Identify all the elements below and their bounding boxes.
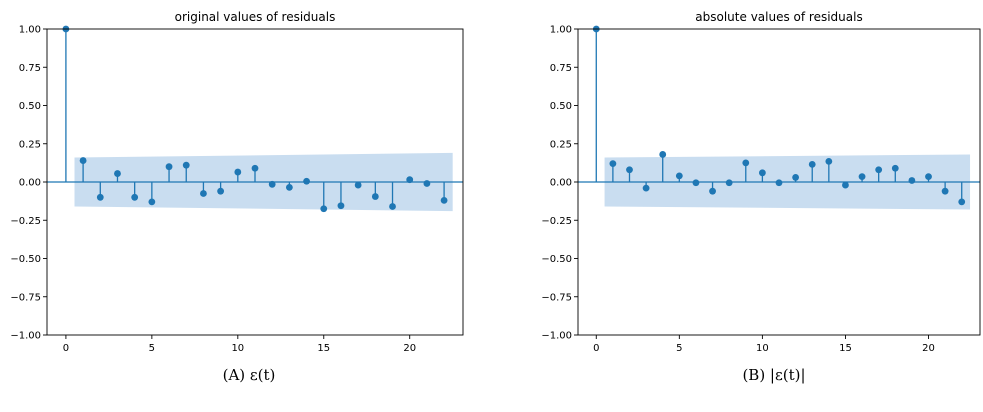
data-point [792,174,800,181]
y-tick-label: −0.25 [10,216,41,227]
y-tick-label: 0.25 [19,139,41,150]
data-point [303,177,310,185]
data-point [758,169,766,177]
x-tick-label: 15 [839,343,852,354]
y-tick-label: 0.00 [19,178,41,189]
y-tick-label: 0.75 [550,63,572,74]
data-point [808,161,816,168]
chart-title: absolute values of residuals [695,10,862,24]
data-point [406,176,414,184]
data-point [875,166,883,174]
data-point [217,187,225,195]
data-point [79,157,87,164]
y-tick-label: −1.00 [10,331,41,342]
data-point [268,180,276,188]
y-tick-label: 1.00 [550,25,572,36]
data-point [354,181,362,189]
y-tick-label: −0.75 [10,292,41,303]
data-point [234,168,242,176]
data-point [958,198,966,206]
data-point [642,184,650,192]
data-point [200,190,207,197]
x-tick-label: 15 [317,343,330,354]
y-tick-label: 0.00 [550,178,572,189]
data-point [131,193,139,201]
chart-panel-1: 0 5 10 15 20 −1.00 −0.75 −0.50 −0.25 0.00 0.25 0.50… [10,10,464,384]
data-point [659,151,667,158]
data-point [251,164,259,172]
data-point [423,180,431,187]
data-point [96,193,104,201]
chart-panel-2: 0 5 10 15 20 −1.00 −0.75 −0.50 −0.25 0.00 0.25 0.50… [541,10,981,384]
data-point [440,196,448,204]
y-tick-label: −0.50 [10,254,41,265]
x-tick-label: 20 [922,343,935,354]
data-point [825,157,833,165]
y-tick-label: 0.75 [19,63,41,74]
x-tick-label: 10 [231,343,244,354]
data-point [114,170,121,177]
data-point [692,179,700,187]
data-point [165,163,173,171]
y-tick-label: 0.25 [550,139,572,150]
data-point [858,173,866,181]
data-point [320,205,328,213]
x-tick-label: 20 [403,343,416,354]
data-point [941,187,949,195]
y-tick-label: 0.50 [550,101,572,112]
y-tick-label: −0.75 [541,292,572,303]
data-point [742,159,750,167]
data-point [389,203,396,210]
data-point [709,187,716,195]
y-tick-label: 0.50 [19,101,41,112]
figure-caption: (A) ε(t) [223,366,276,384]
data-point [925,173,932,181]
data-point [891,164,899,172]
data-point [775,179,783,187]
data-point [337,202,345,210]
data-point [285,183,293,191]
x-tick-label: 0 [63,343,69,354]
data-point [148,198,156,206]
y-tick-label: 1.00 [19,25,41,36]
data-point [908,177,916,184]
data-point [725,179,733,187]
x-tick-label: 5 [149,343,155,354]
data-point [182,161,190,169]
figure-caption: (B) |ε(t)| [742,366,805,384]
x-tick-label: 10 [756,343,769,354]
chart-title: original values of residuals [175,10,336,24]
x-tick-label: 5 [676,343,682,354]
data-point [626,166,633,174]
data-point [371,193,379,200]
x-tick-label: 0 [593,343,599,354]
data-point [842,181,849,189]
data-point [609,160,617,168]
data-point [675,172,683,180]
y-tick-label: −0.25 [541,216,572,227]
y-tick-label: −1.00 [541,331,572,342]
y-tick-label: −0.50 [541,254,572,265]
